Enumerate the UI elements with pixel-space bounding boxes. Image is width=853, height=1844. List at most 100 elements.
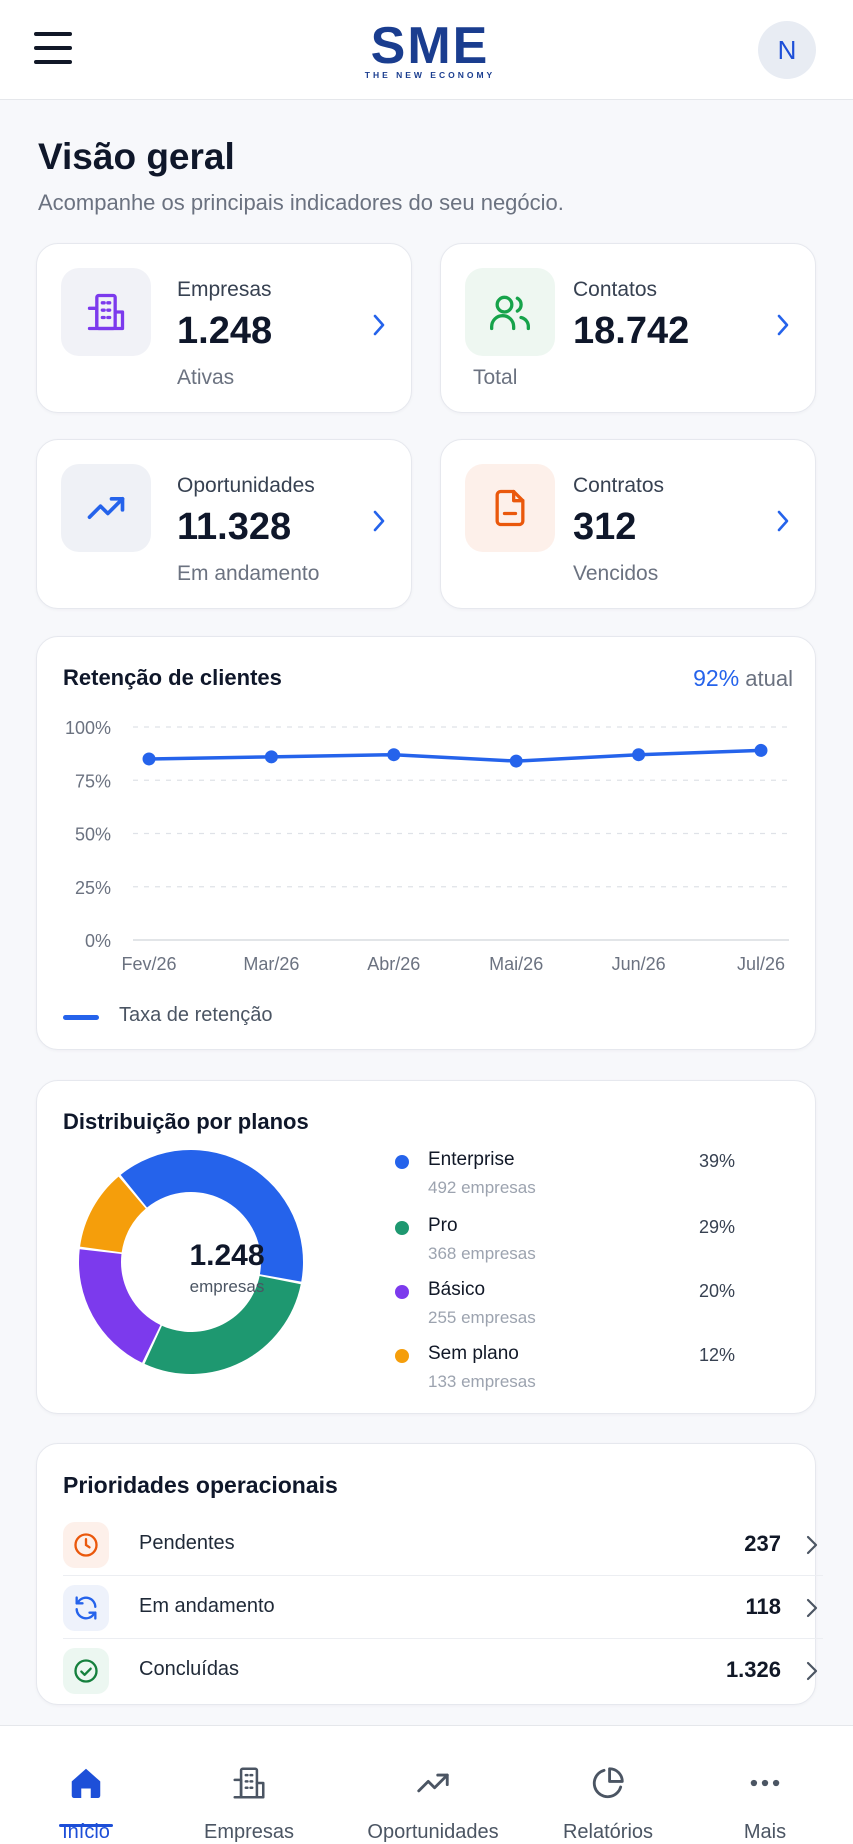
chevron-right-icon bbox=[371, 508, 387, 539]
stat-card-oportunidades[interactable]: Oportunidades 11.328 Em andamento bbox=[36, 439, 412, 609]
plan-dot bbox=[395, 1221, 409, 1235]
logo-tagline: THE NEW ECONOMY bbox=[364, 70, 496, 80]
priority-label: Em andamento bbox=[139, 1595, 275, 1617]
stat-card-contratos[interactable]: Contratos 312 Vencidos bbox=[440, 439, 816, 609]
retention-series-line bbox=[147, 748, 763, 763]
distribution-card: Distribuição por planos 1.248 empresas E… bbox=[36, 1080, 816, 1414]
page-title: Visão geral bbox=[38, 136, 235, 177]
x-tick-label: Mar/26 bbox=[243, 954, 299, 974]
stat-label: Contratos bbox=[573, 474, 665, 497]
bottom-navigation: Início Empresas Oportunidades Relatórios… bbox=[0, 1725, 853, 1844]
check-circle-icon bbox=[63, 1648, 109, 1694]
stat-label: Contatos bbox=[573, 278, 658, 301]
donut-slice bbox=[79, 1249, 161, 1363]
stat-sub: Ativas bbox=[177, 366, 235, 389]
stat-card-empresas[interactable]: Empresas 1.248 Ativas bbox=[36, 243, 412, 413]
chevron-right-icon bbox=[805, 1660, 819, 1687]
nav-item-mais[interactable]: Mais bbox=[724, 1726, 806, 1844]
plan-pct: 39% bbox=[698, 1151, 735, 1171]
stat-sub: Vencidos bbox=[573, 562, 659, 585]
x-tick-label: Jul/26 bbox=[737, 954, 785, 974]
nav-label: Relatórios bbox=[562, 1821, 654, 1843]
priority-row-concluidas[interactable]: Concluídas 1.326 bbox=[63, 1640, 823, 1702]
legend-swatch bbox=[63, 1015, 99, 1020]
refresh-icon bbox=[63, 1585, 109, 1631]
priority-row-pendentes[interactable]: Pendentes 237 bbox=[63, 1514, 823, 1576]
donut-slice bbox=[120, 1150, 303, 1282]
plan-item-pro: Pro 368 empresas 29% bbox=[395, 1215, 735, 1275]
legend-label: Taxa de retenção bbox=[119, 1004, 273, 1026]
y-tick-label: 100% bbox=[65, 718, 111, 738]
retention-current-value: 92% bbox=[693, 665, 740, 691]
plan-dot bbox=[395, 1285, 409, 1299]
menu-button[interactable] bbox=[34, 32, 72, 64]
priority-count: 118 bbox=[745, 1594, 782, 1619]
plan-pct: 29% bbox=[698, 1217, 735, 1237]
document-icon bbox=[465, 464, 555, 552]
donut-center-value: 1.248 bbox=[189, 1239, 265, 1272]
chevron-right-icon bbox=[775, 312, 791, 343]
building-icon bbox=[61, 268, 151, 356]
x-tick-label: Mai/26 bbox=[489, 954, 543, 974]
chart-title: Retenção de clientes bbox=[63, 665, 282, 690]
nav-label: Mais bbox=[743, 1821, 787, 1843]
retention-point bbox=[632, 748, 646, 762]
donut-slice bbox=[80, 1176, 146, 1253]
x-tick-label: Fev/26 bbox=[121, 954, 176, 974]
plan-count: 368 empresas bbox=[428, 1244, 536, 1263]
plan-name: Pro bbox=[428, 1215, 458, 1236]
nav-item-empresas[interactable]: Empresas bbox=[192, 1726, 306, 1844]
y-tick-label: 0% bbox=[85, 931, 111, 951]
retention-point bbox=[509, 754, 523, 768]
donut-slice bbox=[144, 1275, 301, 1374]
retention-current-label: atual bbox=[745, 666, 793, 691]
retention-point bbox=[264, 750, 278, 764]
chevron-right-icon bbox=[371, 312, 387, 343]
retention-point bbox=[142, 752, 156, 766]
pie-chart-icon bbox=[589, 1764, 627, 1807]
plan-pct: 20% bbox=[698, 1281, 735, 1301]
menu-icon-bar bbox=[34, 46, 72, 50]
plan-dot bbox=[395, 1155, 409, 1169]
nav-label: Oportunidades bbox=[367, 1821, 499, 1843]
stat-card-contatos[interactable]: Contatos 18.742 Total bbox=[440, 243, 816, 413]
y-tick-label: 25% bbox=[75, 878, 111, 898]
menu-icon-bar bbox=[34, 60, 72, 64]
priority-label: Pendentes bbox=[139, 1532, 235, 1554]
nav-item-relatorios[interactable]: Relatórios bbox=[554, 1726, 662, 1844]
y-tick-label: 50% bbox=[75, 825, 111, 845]
priorities-card: Prioridades operacionais Pendentes 237 E… bbox=[36, 1443, 823, 1705]
avatar[interactable]: N bbox=[758, 21, 816, 79]
logo[interactable]: SME THE NEW ECONOMY bbox=[330, 20, 530, 80]
priorities-title: Prioridades operacionais bbox=[63, 1472, 338, 1498]
nav-item-oportunidades[interactable]: Oportunidades bbox=[360, 1726, 506, 1844]
x-tick-label: Abr/26 bbox=[367, 954, 420, 974]
plan-name: Sem plano bbox=[428, 1343, 519, 1364]
retention-line-chart: 0% 25% 50% 75% 100% Fev/26 Mar/26 Abr/26 Mai/26 J… bbox=[65, 718, 789, 974]
home-icon bbox=[67, 1764, 105, 1807]
building-icon bbox=[230, 1764, 268, 1807]
distribution-title: Distribuição por planos bbox=[63, 1109, 309, 1134]
plan-count: 255 empresas bbox=[428, 1308, 536, 1327]
stat-sub: Em andamento bbox=[177, 562, 320, 585]
priority-count: 237 bbox=[744, 1531, 781, 1556]
stat-value: 312 bbox=[573, 506, 637, 548]
retention-point bbox=[754, 743, 768, 757]
stat-value: 11.328 bbox=[177, 506, 292, 548]
stat-value: 1.248 bbox=[177, 310, 273, 352]
priority-row-em-andamento[interactable]: Em andamento 118 bbox=[63, 1577, 823, 1639]
chevron-right-icon bbox=[805, 1534, 819, 1561]
plan-item-basico: Básico 255 empresas 20% bbox=[395, 1279, 735, 1339]
donut-center-label: empresas bbox=[189, 1277, 265, 1296]
retention-card: Retenção de clientes 92% atual 0% 25% 50% 7… bbox=[36, 636, 816, 1050]
chevron-right-icon bbox=[775, 508, 791, 539]
plan-count: 133 empresas bbox=[428, 1372, 536, 1391]
plan-item-enterprise: Enterprise 492 empresas 39% bbox=[395, 1149, 735, 1209]
menu-icon-bar bbox=[34, 32, 72, 36]
chevron-right-icon bbox=[805, 1597, 819, 1624]
nav-active-indicator bbox=[59, 1824, 113, 1827]
clock-icon bbox=[63, 1522, 109, 1568]
more-icon bbox=[746, 1764, 784, 1807]
retention-point bbox=[387, 748, 401, 762]
logo-text: SME bbox=[370, 17, 490, 75]
